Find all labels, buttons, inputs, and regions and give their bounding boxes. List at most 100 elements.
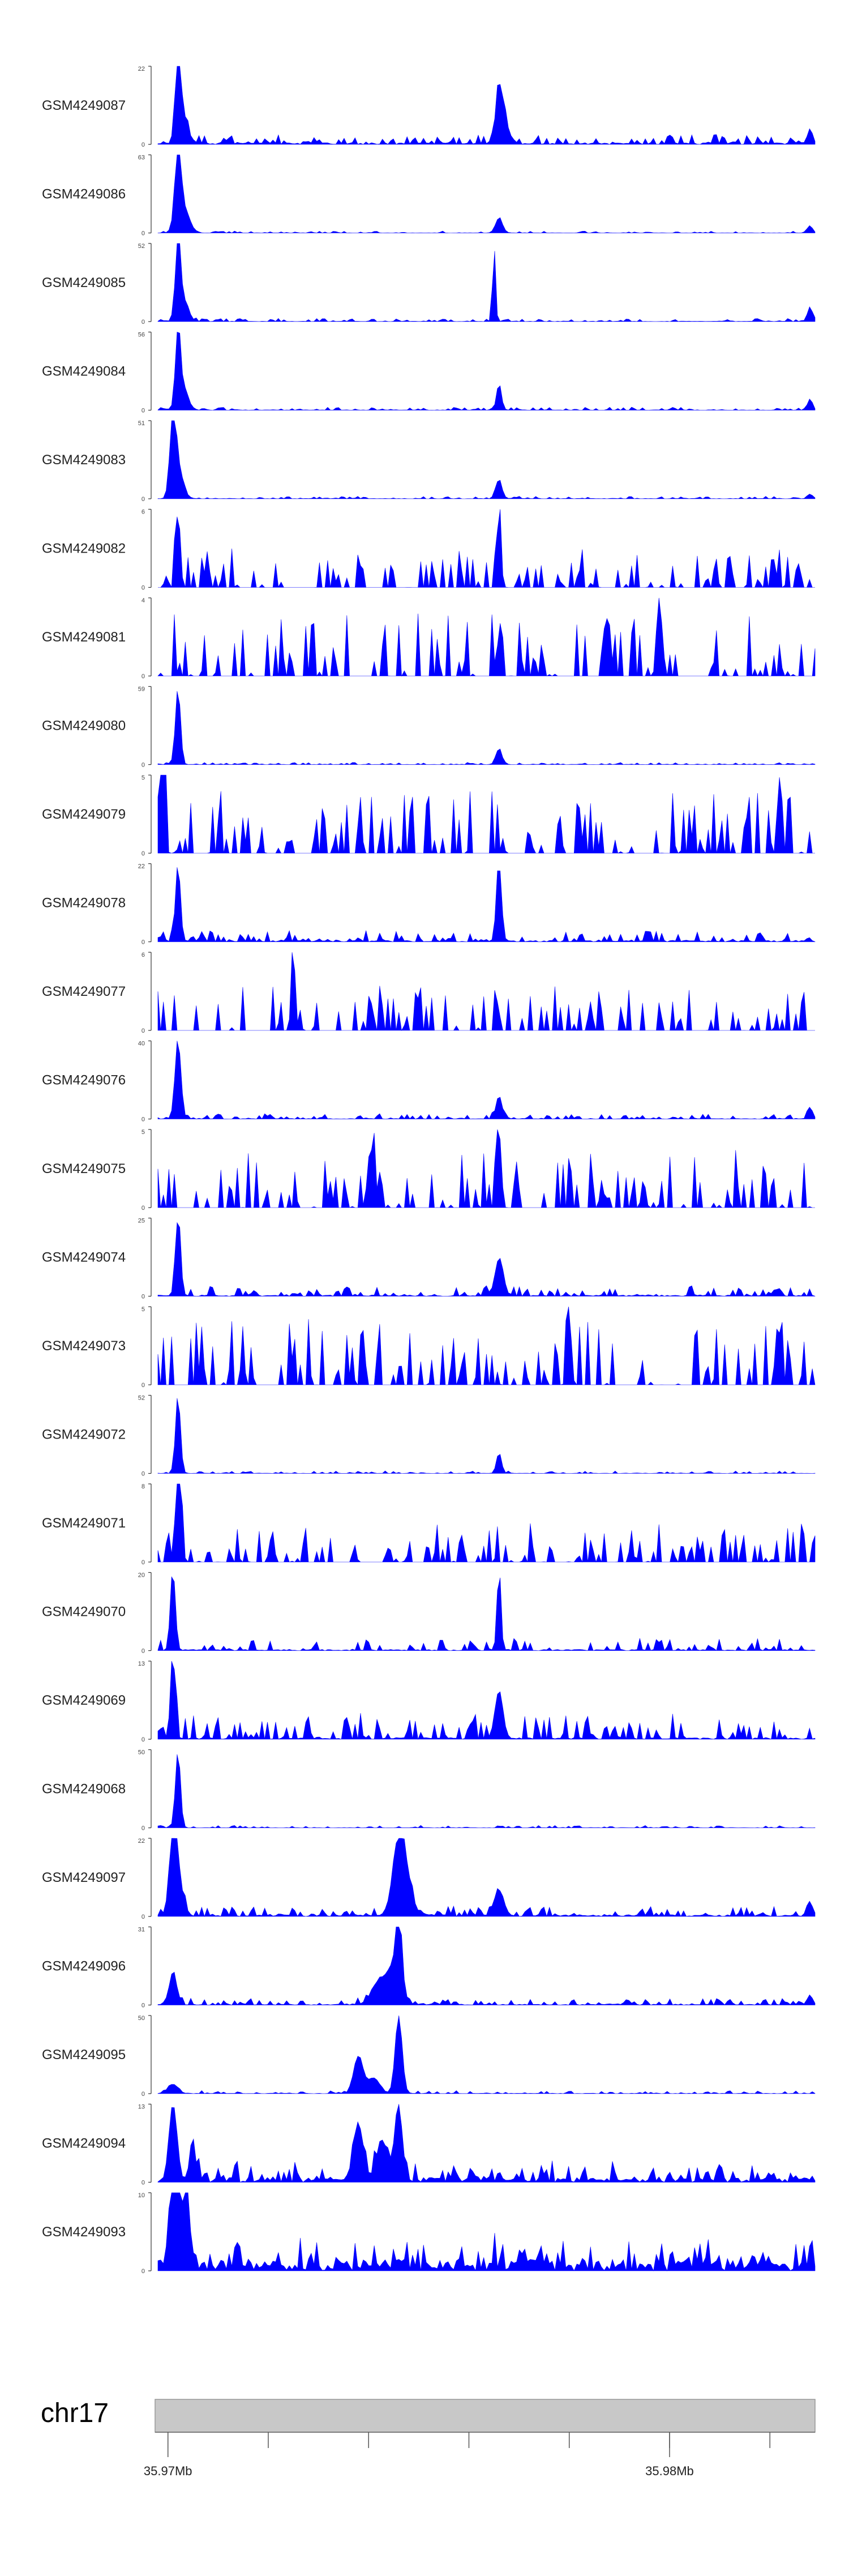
track-ymax-label: 63 bbox=[138, 155, 145, 161]
track-ymin-label: 0 bbox=[142, 2180, 145, 2186]
track-y-axis: 50 0 bbox=[138, 1749, 152, 1832]
coverage-area bbox=[157, 1222, 816, 1297]
track-y-axis: 60 bbox=[142, 509, 152, 592]
track-y-axis: 40 bbox=[142, 597, 152, 680]
track-y-axis: 22 0 bbox=[138, 66, 152, 148]
track-GSM4249084: GSM4249084 56 0 bbox=[42, 332, 816, 414]
track-ymax-label: 52 bbox=[138, 1395, 145, 1402]
coverage-area bbox=[157, 1576, 816, 1651]
track-GSM4249096: GSM4249096 31 0 bbox=[42, 1927, 816, 2009]
track-label: GSM4249095 bbox=[42, 2047, 126, 2062]
track-label: GSM4249072 bbox=[42, 1427, 126, 1443]
coverage-track-stack: GSM4249087220GSM4249086630GSM4249085520G… bbox=[42, 66, 816, 2275]
track-y-axis: 20 0 bbox=[138, 1572, 152, 1655]
track-ymin-label: 0 bbox=[142, 2091, 145, 2098]
track-y-axis: 25 0 bbox=[138, 1218, 152, 1300]
track-label: GSM4249086 bbox=[42, 187, 126, 202]
track-y-axis: 22 0 bbox=[138, 1838, 152, 1920]
track-ymax-label: 22 bbox=[138, 1838, 145, 1845]
track-label: GSM4249093 bbox=[42, 2224, 126, 2240]
track-y-axis: 80 bbox=[142, 1483, 152, 1566]
track-ymin-label: 0 bbox=[142, 1471, 145, 1478]
track-y-axis: 56 0 bbox=[138, 332, 152, 414]
track-ymax-label: 8 bbox=[142, 1483, 145, 1490]
track-y-axis: 22 0 bbox=[138, 863, 152, 946]
track-ymax-label: 40 bbox=[138, 1041, 145, 1047]
track-ymin-label: 0 bbox=[142, 1914, 145, 1920]
coverage-area bbox=[157, 952, 815, 1032]
track-label: GSM4249083 bbox=[42, 452, 126, 468]
coverage-area bbox=[157, 774, 815, 854]
coverage-area bbox=[157, 1483, 816, 1563]
track-ymax-label: 20 bbox=[138, 1572, 145, 1579]
track-ymax-label: 6 bbox=[142, 952, 145, 958]
genome-tick-label: 35.97Mb bbox=[144, 2464, 192, 2478]
track-GSM4249083: GSM4249083 51 0 bbox=[42, 420, 816, 503]
track-GSM4249095: GSM4249095 50 0 bbox=[42, 2015, 816, 2098]
track-GSM4249080: GSM4249080 59 0 bbox=[42, 686, 816, 769]
track-label: GSM4249073 bbox=[42, 1338, 126, 1354]
track-label: GSM4249097 bbox=[42, 1870, 126, 1885]
track-ymin-label: 0 bbox=[142, 1736, 145, 1743]
coverage-area bbox=[157, 1041, 816, 1119]
coverage-area bbox=[157, 1661, 816, 1740]
track-ymin-label: 0 bbox=[142, 850, 145, 857]
coverage-area bbox=[157, 2015, 816, 2094]
track-label: GSM4249077 bbox=[42, 984, 126, 999]
track-label: GSM4249075 bbox=[42, 1161, 126, 1176]
coverage-area bbox=[157, 597, 816, 677]
track-GSM4249072: GSM4249072 52 0 bbox=[42, 1395, 816, 1478]
track-y-axis: 50 0 bbox=[138, 2015, 152, 2098]
track-label: GSM4249078 bbox=[42, 896, 126, 911]
track-ymax-label: 10 bbox=[138, 2192, 145, 2199]
track-ymax-label: 25 bbox=[138, 1218, 145, 1225]
track-ymin-label: 0 bbox=[142, 319, 145, 326]
track-ymin-label: 0 bbox=[142, 142, 145, 148]
track-ymax-label: 6 bbox=[142, 509, 145, 516]
coverage-area bbox=[157, 867, 816, 943]
coverage-area bbox=[157, 420, 816, 499]
coverage-area bbox=[157, 66, 816, 145]
track-label: GSM4249087 bbox=[42, 98, 126, 113]
track-ymax-label: 13 bbox=[138, 2104, 145, 2111]
coverage-area bbox=[158, 509, 815, 588]
track-label: GSM4249074 bbox=[42, 1250, 126, 1265]
track-GSM4249087: GSM4249087 22 0 bbox=[42, 66, 816, 148]
track-ymax-label: 5 bbox=[142, 1129, 145, 1136]
track-GSM4249068: GSM4249068 50 0 bbox=[42, 1749, 816, 1832]
track-GSM4249075: GSM4249075 5 0 bbox=[42, 1129, 815, 1212]
track-ymin-label: 0 bbox=[142, 585, 145, 592]
track-y-axis: 60 bbox=[142, 952, 152, 1034]
track-label: GSM4249076 bbox=[42, 1073, 126, 1088]
track-GSM4249076: GSM4249076 40 0 bbox=[42, 1041, 816, 1123]
track-GSM4249094: GSM4249094 13 0 bbox=[42, 2104, 816, 2186]
track-GSM4249074: GSM4249074 25 0 bbox=[42, 1218, 816, 1300]
track-ymin-label: 0 bbox=[142, 408, 145, 414]
track-ymin-label: 0 bbox=[142, 1382, 145, 1389]
track-y-axis: 13 0 bbox=[138, 2104, 152, 2186]
genome-tick-label: 35.98Mb bbox=[645, 2464, 694, 2478]
track-GSM4249070: GSM4249070 20 0 bbox=[42, 1572, 816, 1655]
track-label: GSM4249082 bbox=[42, 541, 126, 557]
track-GSM4249086: GSM4249086 63 0 bbox=[42, 155, 816, 237]
track-ymax-label: 52 bbox=[138, 243, 145, 250]
track-ymax-label: 51 bbox=[138, 420, 145, 427]
coverage-area bbox=[157, 691, 816, 765]
track-y-axis: 52 0 bbox=[138, 243, 152, 326]
track-ymax-label: 5 bbox=[142, 774, 145, 781]
track-ymin-label: 0 bbox=[142, 1205, 145, 1212]
track-ymax-label: 22 bbox=[138, 863, 145, 870]
track-label: GSM4249080 bbox=[42, 718, 126, 734]
track-GSM4249097: GSM4249097 22 0 bbox=[42, 1838, 816, 1920]
track-ymin-label: 0 bbox=[142, 1028, 145, 1034]
track-label: GSM4249071 bbox=[42, 1516, 126, 1531]
track-ymin-label: 0 bbox=[142, 673, 145, 680]
track-y-axis: 31 0 bbox=[138, 1927, 152, 2009]
track-y-axis: 51 0 bbox=[138, 420, 152, 503]
track-label: GSM4249070 bbox=[42, 1604, 126, 1620]
